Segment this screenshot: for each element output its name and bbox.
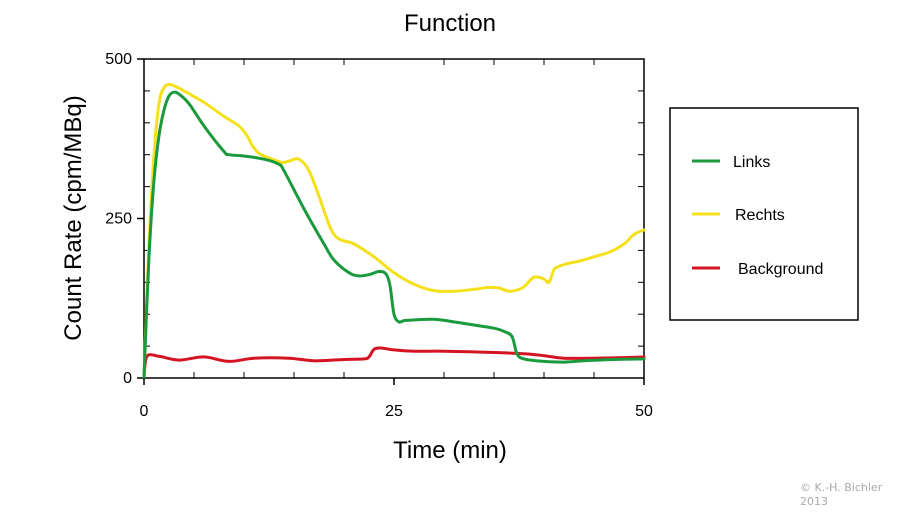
legend-label-rechts: Rechts	[735, 207, 785, 224]
series-line-links	[142, 90, 646, 379]
plot-area	[143, 58, 645, 379]
series-line-rechts	[142, 82, 646, 379]
x-axis-ticks: 0 25 50	[140, 378, 653, 420]
x-axis-label: Time (min)	[393, 437, 507, 464]
legend-items: Links Rechts Background	[692, 154, 823, 278]
legend: Links Rechts Background	[669, 107, 859, 321]
copyright-year: 2013	[800, 495, 828, 508]
chart-title: Function	[404, 10, 496, 37]
x-tick-label: 25	[385, 403, 403, 420]
x-tick-label: 50	[635, 403, 653, 420]
y-tick-label: 250	[105, 211, 132, 228]
y-axis-label: Count Rate (cpm/MBq)	[60, 95, 87, 340]
plot-frame	[143, 58, 645, 379]
y-tick-label: 0	[123, 370, 132, 387]
y-axis-ticks: 0 250 500	[105, 51, 144, 387]
legend-label-background: Background	[738, 261, 823, 278]
x-tick-label: 0	[140, 403, 149, 420]
legend-label-links: Links	[733, 154, 770, 171]
copyright-author: © K.-H. Bichler	[800, 481, 883, 494]
copyright-notice: © K.-H. Bichler 2013	[800, 481, 900, 509]
series-line-background	[142, 346, 646, 379]
minor-ticks	[144, 59, 644, 378]
y-tick-label: 500	[105, 51, 132, 68]
series-lines	[142, 82, 646, 379]
